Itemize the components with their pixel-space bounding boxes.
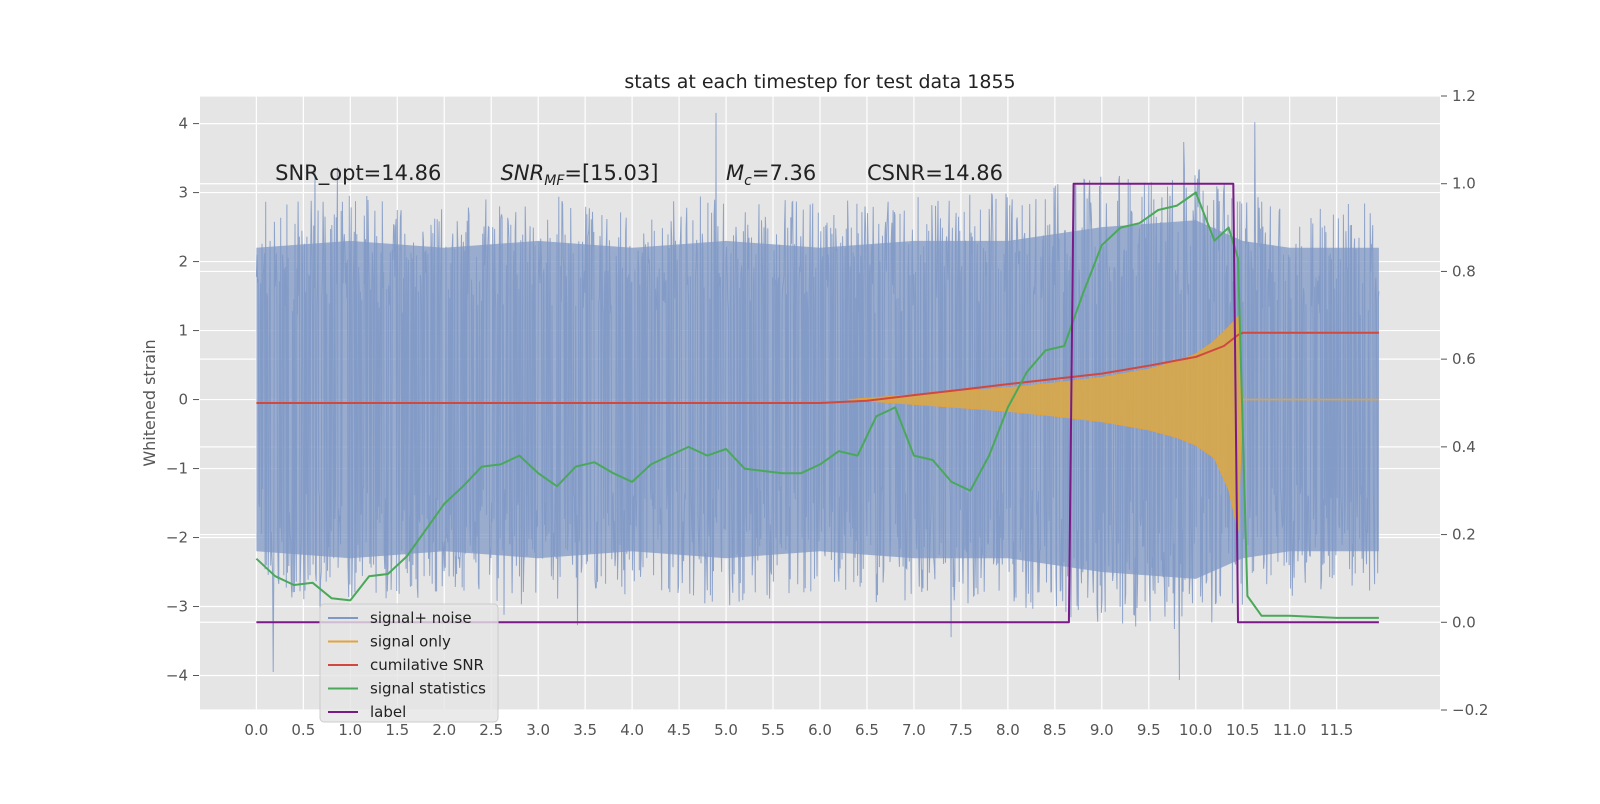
chart-title: stats at each timestep for test data 185… bbox=[624, 71, 1015, 93]
x-tick-label: 3.0 bbox=[526, 721, 550, 739]
x-tick-label: 2.0 bbox=[432, 721, 456, 739]
series-layer bbox=[255, 182, 1379, 624]
cumilative-snr-line bbox=[256, 331, 1379, 404]
annotation-text: SNR_opt=14.86 bbox=[275, 161, 441, 186]
y-tick-label: 0 bbox=[178, 391, 188, 409]
x-tick-label: 5.0 bbox=[714, 721, 738, 739]
y-tick-label: 4 bbox=[178, 115, 188, 133]
x-tick-label: 7.0 bbox=[902, 721, 926, 739]
x-tick-label: 10.0 bbox=[1179, 721, 1212, 739]
noise-layer bbox=[255, 112, 1380, 681]
x-tick-label: 1.0 bbox=[338, 721, 362, 739]
annotation-text: SNRMF=[15.03] bbox=[501, 161, 659, 189]
y2-tick-label: −0.2 bbox=[1452, 701, 1488, 719]
annotation-layer: SNR_opt=14.86 SNRMF=[15.03] Mc=7.36 CSNR=14… bbox=[275, 161, 1003, 189]
x-tick-label: 4.5 bbox=[667, 721, 691, 739]
x-tick-label: 6.5 bbox=[855, 721, 879, 739]
x-tick-label: 5.5 bbox=[761, 721, 785, 739]
y2-tick-label: 0.4 bbox=[1452, 438, 1476, 456]
annotation-text: Mc=7.36 bbox=[726, 161, 816, 189]
label-line bbox=[256, 182, 1379, 624]
legend-label: cumilative SNR bbox=[370, 656, 484, 674]
y2-tick-label: 1.2 bbox=[1452, 87, 1476, 105]
legend-label: signal+ noise bbox=[370, 609, 472, 627]
y-tick-label: −2 bbox=[166, 529, 188, 547]
y-tick-label: 3 bbox=[178, 184, 188, 202]
y-tick-label: −4 bbox=[166, 667, 188, 685]
annotation-text: CSNR=14.86 bbox=[867, 161, 1003, 185]
x-tick-label: 11.0 bbox=[1273, 721, 1306, 739]
y-axis-label: Whitened strain bbox=[140, 339, 159, 466]
y-tick-label: 2 bbox=[178, 253, 188, 271]
x-tick-label: 6.0 bbox=[808, 721, 832, 739]
signal-noise-line bbox=[255, 112, 1380, 681]
y2-tick-label: 1.0 bbox=[1452, 175, 1476, 193]
x-tick-label: 8.0 bbox=[996, 721, 1020, 739]
x-tick-label: 1.5 bbox=[385, 721, 409, 739]
axis-layer: 0.0 0.5 1.0 1.5 2.0 2.5 3.0 3.5 4.0 4.5 5.0 5.5 6.0 6… bbox=[166, 87, 1489, 739]
signal-statistics-line bbox=[255, 191, 1379, 619]
y-tick-label: −1 bbox=[166, 460, 188, 478]
legend-label: signal statistics bbox=[370, 680, 486, 698]
x-tick-label: 2.5 bbox=[479, 721, 503, 739]
x-tick-label: 9.5 bbox=[1137, 721, 1161, 739]
x-tick-label: 3.5 bbox=[573, 721, 597, 739]
x-tick-label: 9.0 bbox=[1090, 721, 1114, 739]
x-tick-label: 7.5 bbox=[949, 721, 973, 739]
x-tick-label: 11.5 bbox=[1320, 721, 1353, 739]
y2-tick-label: 0.0 bbox=[1452, 613, 1476, 631]
y-tick-label: 1 bbox=[178, 322, 188, 340]
legend-label: signal only bbox=[370, 633, 451, 651]
y2-tick-label: 0.2 bbox=[1452, 526, 1476, 544]
y2-tick-label: 0.6 bbox=[1452, 350, 1476, 368]
x-tick-label: 0.0 bbox=[244, 721, 268, 739]
legend-label: label bbox=[370, 703, 406, 721]
y-tick-label: −3 bbox=[166, 598, 188, 616]
y2-tick-label: 0.8 bbox=[1452, 262, 1476, 280]
legend: signal+ noise signal only cumilative SNR si… bbox=[319, 603, 499, 723]
legend-box bbox=[319, 603, 499, 723]
x-tick-label: 0.5 bbox=[291, 721, 315, 739]
x-tick-label: 4.0 bbox=[620, 721, 644, 739]
x-tick-label: 8.5 bbox=[1043, 721, 1067, 739]
x-tick-label: 10.5 bbox=[1226, 721, 1259, 739]
